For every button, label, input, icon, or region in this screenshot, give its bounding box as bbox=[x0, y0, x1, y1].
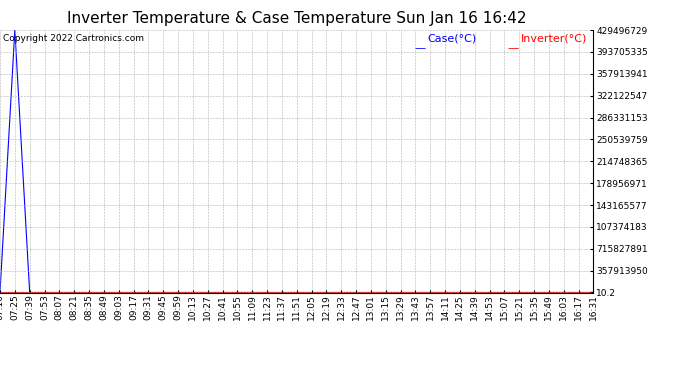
Text: Inverter(°C): Inverter(°C) bbox=[521, 34, 587, 44]
Text: Case(°C): Case(°C) bbox=[428, 34, 477, 44]
Text: —: — bbox=[507, 43, 518, 53]
Text: —: — bbox=[414, 43, 425, 53]
Text: Inverter Temperature & Case Temperature Sun Jan 16 16:42: Inverter Temperature & Case Temperature … bbox=[67, 11, 526, 26]
Text: Copyright 2022 Cartronics.com: Copyright 2022 Cartronics.com bbox=[3, 34, 144, 43]
